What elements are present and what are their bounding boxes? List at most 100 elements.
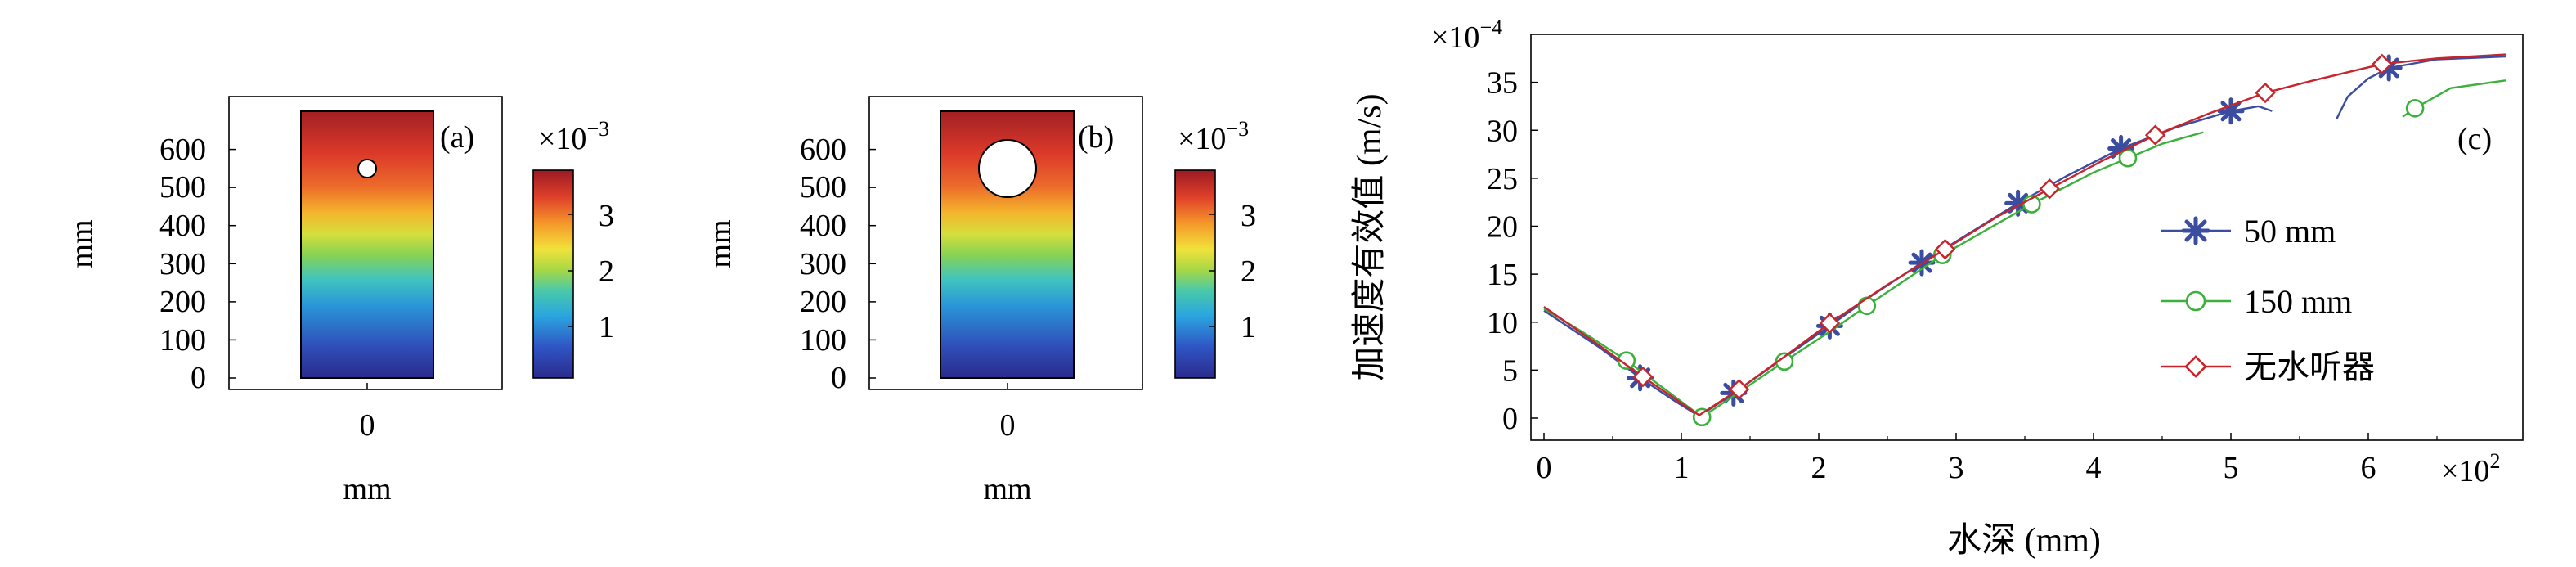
panel-b-ytick-label: 400 [800, 209, 846, 243]
panel-c-ytick-label: 20 [1487, 210, 1518, 245]
panel-b-ytick-label: 200 [800, 285, 846, 319]
panel-b-colorbar-gradient [1174, 169, 1216, 379]
panel-c-ytick-label: 25 [1487, 162, 1518, 196]
panel-b-cbar-tick-label: 3 [1241, 199, 1256, 233]
panel-a-xlabel: mm [343, 472, 391, 506]
panel-c-series [1543, 53, 2506, 427]
legend-diamond-marker [2184, 355, 2207, 378]
diamond-marker [1934, 238, 1956, 260]
panel-b-ytick-label: 0 [831, 361, 846, 395]
panel-a-y-ticks: 0 100 200 300 400 500 600 [159, 133, 236, 395]
panel-c-xtick-label: 2 [1811, 451, 1827, 485]
panel-c-xtick-label: 3 [1949, 451, 1964, 485]
panel-c-ylabel: 加速度有效值 (m/s) [1351, 93, 1389, 380]
circle-marker [2118, 148, 2138, 168]
panel-b-cbar-multiplier: ×10−3 [1178, 117, 1249, 156]
series-line-50mm [2336, 55, 2506, 119]
panel-c-xtick-label: 6 [2361, 451, 2376, 485]
diamond-marker [2372, 53, 2393, 75]
legend-asterisk-marker [2181, 216, 2210, 245]
panel-a-ytick-label: 300 [159, 247, 206, 281]
panel-a-cbar-tick-label: 1 [599, 310, 614, 344]
legend-entry-150mm: 150 mm [2161, 283, 2352, 320]
panel-b-xtick-label: 0 [1000, 408, 1016, 443]
series-line-none [1543, 53, 2506, 416]
circle-marker [1692, 407, 1712, 427]
diamond-marker [2255, 82, 2276, 104]
legend-entry-none: 无水听器 [2161, 349, 2375, 385]
circle-marker [1617, 351, 1636, 370]
circle-marker [1857, 296, 1877, 316]
panel-c-xtick-label: 5 [2224, 451, 2239, 485]
panel-b-label: (b) [1078, 120, 1114, 155]
panel-c-ytick-label: 15 [1487, 258, 1518, 292]
panel-c-ytick-label: 35 [1487, 66, 1518, 101]
panel-b-ytick-label: 300 [800, 247, 846, 281]
panel-a-hole [357, 159, 377, 178]
circle-marker [2405, 98, 2425, 118]
panel-a-ytick-label: 200 [159, 285, 206, 319]
legend-label-none: 无水听器 [2244, 349, 2375, 385]
panel-c-xtick-label: 4 [2086, 451, 2102, 485]
panel-b-cbar-tick-label: 2 [1241, 254, 1256, 289]
panel-a-plate [300, 110, 434, 379]
panel-a-ytick-label: 0 [191, 361, 206, 395]
panel-a-ytick-label: 100 [159, 323, 206, 358]
panel-c-axes-frame [1530, 34, 2524, 441]
panel-b: (b) 0 100 200 300 400 500 600 0 mm mm 1 [703, 96, 1256, 506]
panel-c-xlabel: 水深 (mm) [1947, 522, 2101, 560]
panel-a-axes-frame [228, 96, 503, 390]
legend-label-150mm: 150 mm [2244, 283, 2352, 320]
panel-c-y-multiplier: ×10−4 [1431, 16, 1502, 55]
panel-c-ytick-label: 30 [1487, 114, 1518, 148]
panel-c-y-multiplier-exponent: −4 [1479, 16, 1502, 39]
diamond-marker [1728, 379, 1750, 400]
panel-a-ytick-label: 500 [159, 170, 206, 205]
legend-entry-50mm: 50 mm [2161, 213, 2336, 250]
panel-c-y-multiplier-base: ×10 [1431, 20, 1479, 55]
panel-c-ytick-label: 5 [1502, 353, 1518, 388]
panel-b-ytick-label: 500 [800, 170, 846, 205]
legend-label-50mm: 50 mm [2244, 213, 2336, 250]
panel-a-cbar-tick-label: 3 [599, 199, 614, 233]
panel-b-y-ticks: 0 100 200 300 400 500 600 [800, 133, 876, 395]
panel-b-ytick-label: 100 [800, 323, 846, 358]
panel-a-ylabel: mm [65, 219, 99, 268]
panel-b-cbar-multiplier-base: ×10 [1178, 122, 1226, 156]
panel-b-cbar-tick-label: 1 [1241, 310, 1256, 344]
panel-c-legend: 50 mm 150 mm 无水听器 [2161, 213, 2375, 385]
panel-c-label: (c) [2457, 122, 2492, 156]
panel-a-cbar-multiplier-exponent: −3 [586, 117, 609, 141]
asterisk-stroke [2220, 101, 2242, 122]
panel-a-cbar-multiplier-base: ×10 [538, 122, 586, 156]
panel-c-ytick-label: 0 [1502, 402, 1518, 436]
panel-a-colorbar-gradient [532, 169, 574, 379]
panel-c-ytick-label: 10 [1487, 306, 1518, 340]
panel-a-ytick-label: 600 [159, 133, 206, 167]
panel-c-x-multiplier-exponent: 2 [2489, 449, 2500, 473]
panel-b-hole [978, 139, 1037, 198]
panel-b-ytick-label: 600 [800, 133, 846, 167]
diamond-marker [2144, 124, 2166, 146]
panel-c-xtick-label: 0 [1537, 451, 1552, 485]
panel-b-axes-frame [868, 96, 1143, 390]
series-line-50mm [1543, 105, 2273, 417]
panel-a-cbar-tick-label: 2 [599, 254, 614, 289]
panel-b-cbar-multiplier-exponent: −3 [1226, 117, 1249, 141]
series-none [1543, 53, 2506, 416]
panel-a-cbar-multiplier: ×10−3 [538, 117, 609, 156]
panel-c-x-multiplier: ×102 [2441, 449, 2500, 488]
diamond-marker [2039, 178, 2060, 200]
panel-a-xtick-label: 0 [360, 408, 375, 443]
panel-c-xtick-label: 1 [1674, 451, 1690, 485]
panel-b-xlabel: mm [983, 472, 1031, 506]
panel-a-label: (a) [440, 120, 474, 155]
diamond-marker [1632, 366, 1654, 388]
panel-c-x-multiplier-base: ×10 [2441, 454, 2489, 488]
panel-b-ylabel: mm [703, 219, 738, 268]
panel-a-colorbar: 1 2 3 ×10−3 [532, 117, 614, 379]
asterisk-marker [2217, 97, 2245, 125]
legend-circle-marker [2185, 290, 2206, 312]
